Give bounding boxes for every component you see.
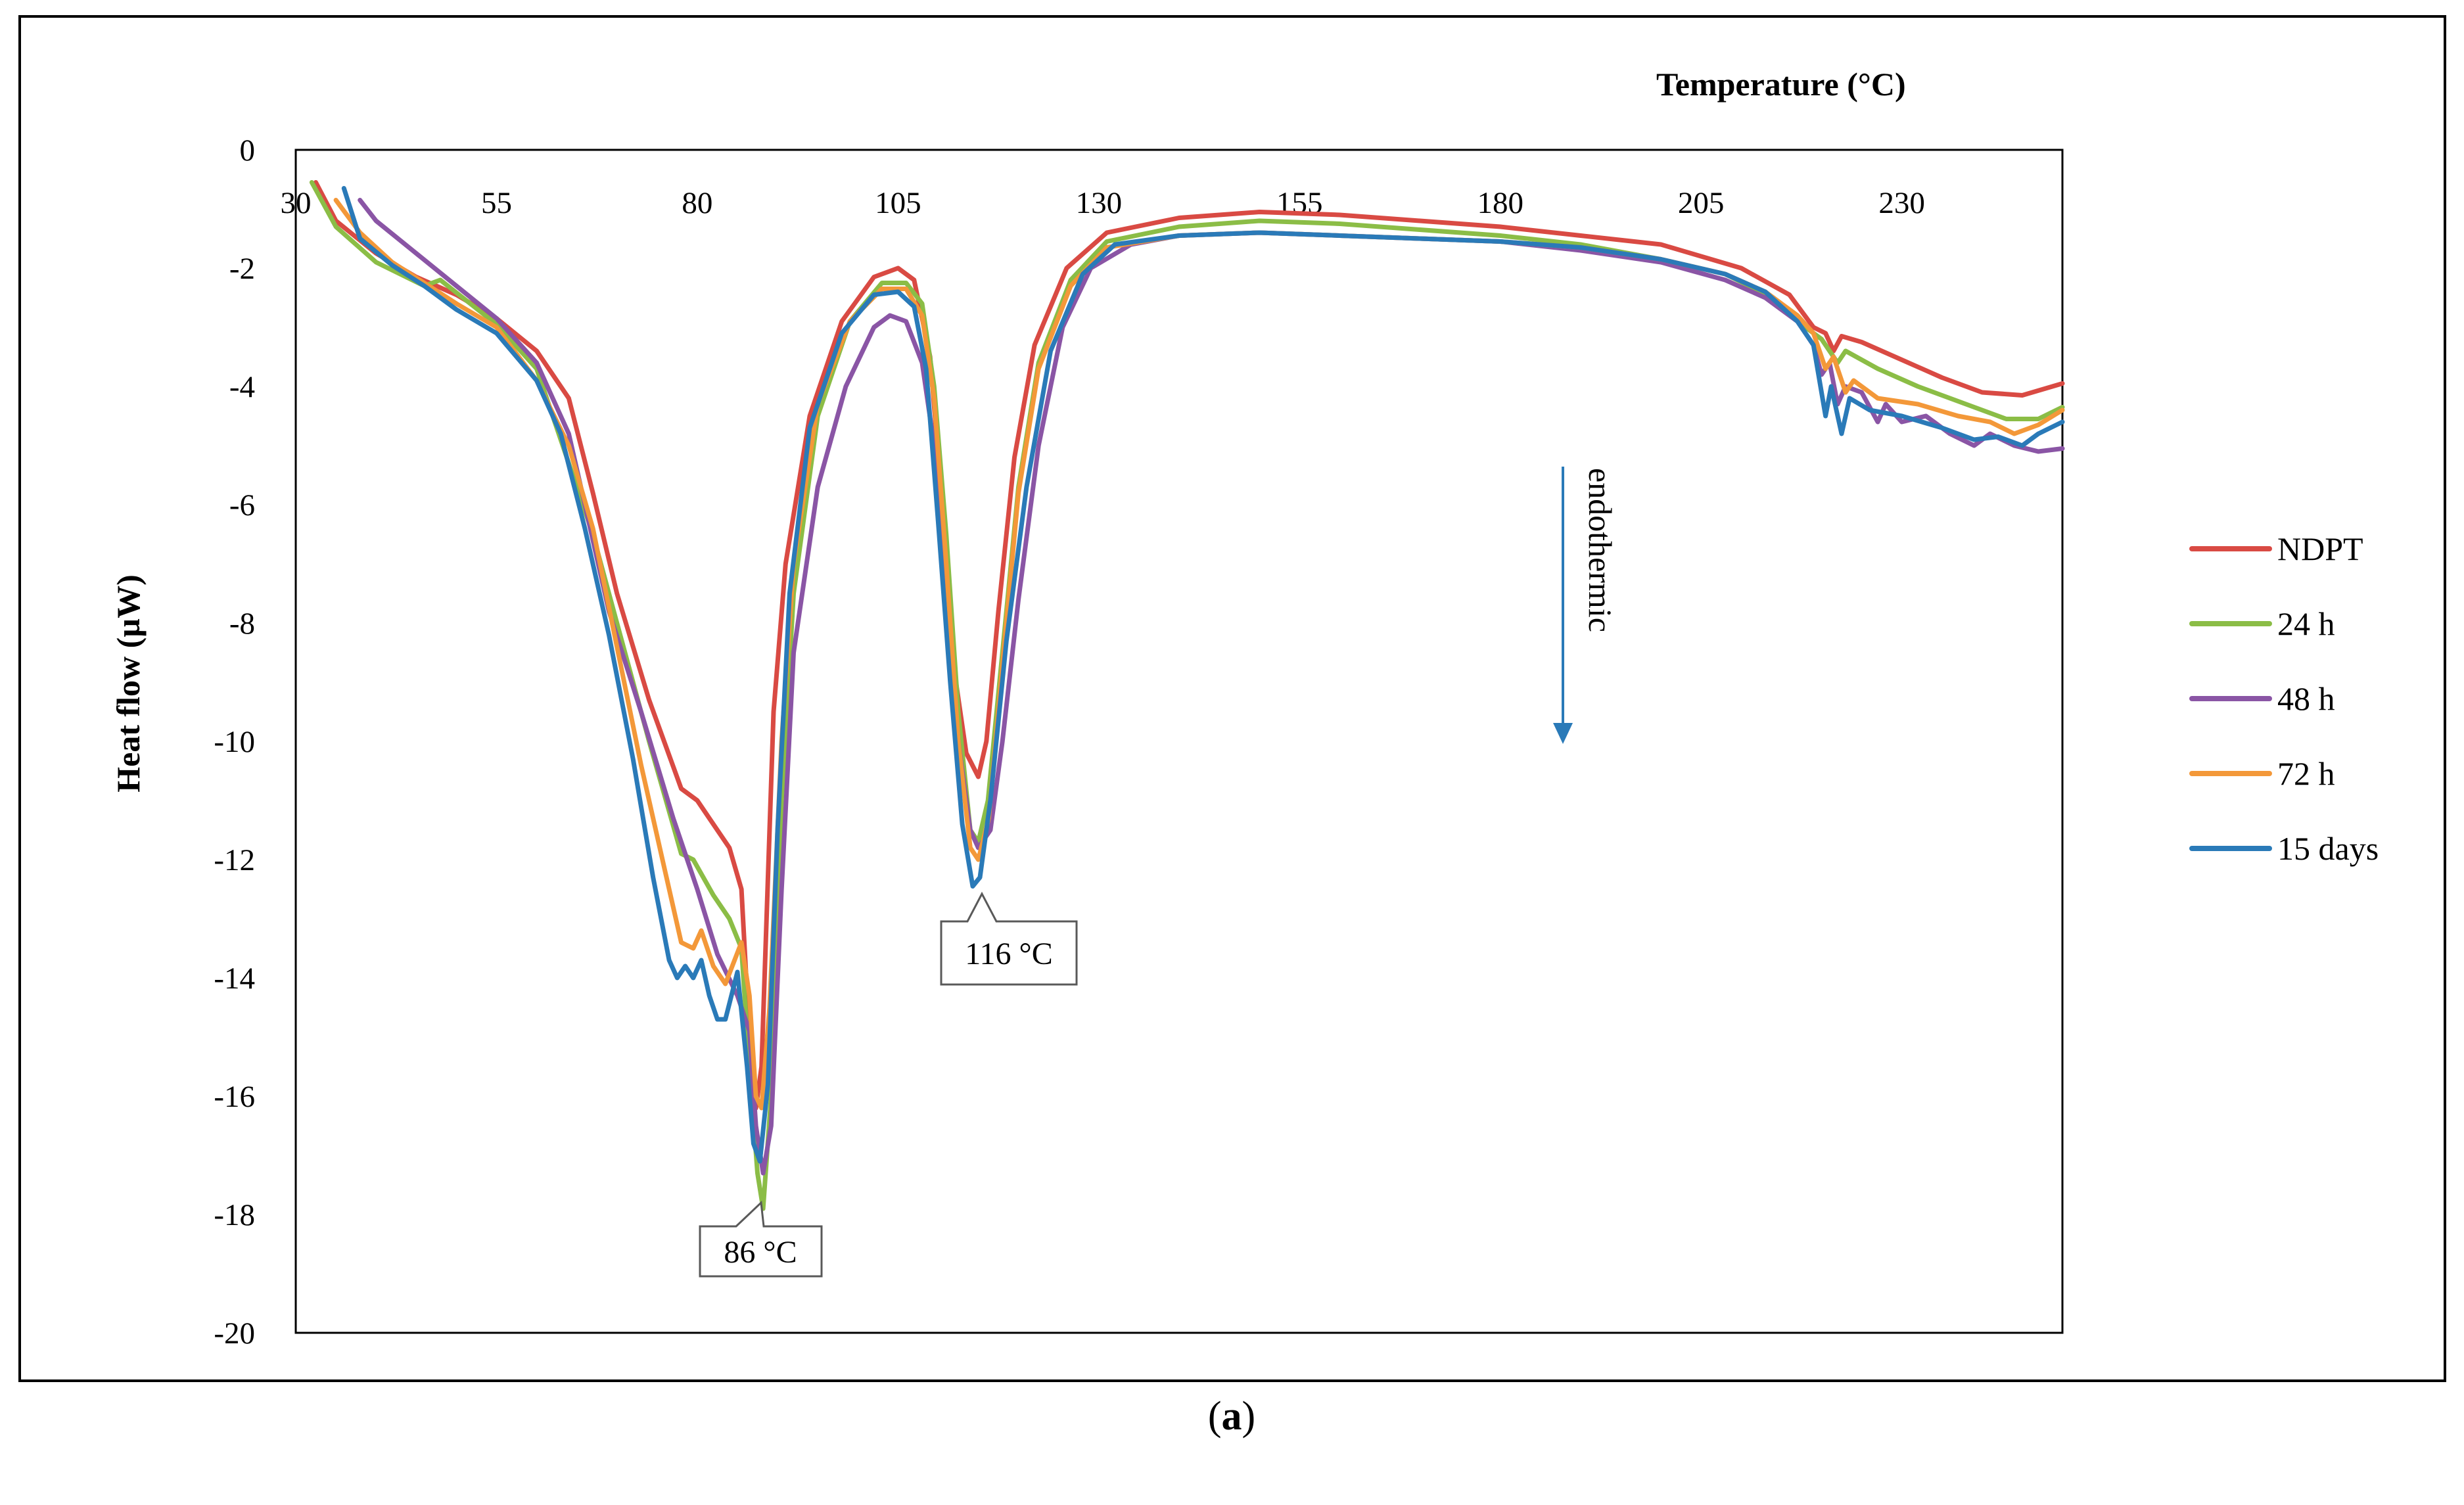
series-line-48-h [358, 198, 2065, 1176]
x-tick-label: 230 [1878, 186, 1925, 220]
y-tick-label: -10 [214, 725, 255, 759]
x-tick-label: 80 [682, 186, 712, 220]
legend-label: 15 days [2277, 830, 2379, 867]
y-axis-title: Heat flow (µW) [110, 574, 147, 793]
y-tick-label: -4 [229, 370, 255, 404]
y-tick-label: -8 [229, 607, 255, 641]
callout-116-text: 116 °C [965, 937, 1052, 971]
x-tick-label: 205 [1678, 186, 1725, 220]
callout-116: 116 °C [940, 891, 1078, 986]
y-tick-label: -6 [229, 488, 255, 522]
legend-label: 24 h [2277, 605, 2335, 642]
legend-label: NDPT [2277, 530, 2363, 567]
series-line-15-days [341, 186, 2065, 1164]
callout-86-text: 86 °C [724, 1235, 797, 1270]
y-tick-label: -2 [229, 252, 255, 286]
x-tick-labels: 30 55 80 105 130 155 180 205 230 [281, 186, 1925, 220]
legend: NDPT 24 h 48 h 72 h 15 days [2189, 530, 2379, 867]
legend-label: 48 h [2277, 680, 2335, 717]
figure-caption: (a) [1208, 1394, 1255, 1439]
plot-area [294, 149, 2064, 1334]
y-tick-label: 0 [240, 133, 256, 168]
series-line-72-h [333, 198, 2065, 1111]
y-tick-label: -14 [214, 961, 255, 996]
y-tick-label: -20 [214, 1316, 255, 1351]
series-layer [309, 180, 2065, 1211]
x-tick-label: 105 [875, 186, 921, 220]
legend-label: 72 h [2277, 755, 2335, 792]
y-tick-label: -16 [214, 1080, 255, 1114]
x-tick-label: 30 [281, 186, 312, 220]
x-tick-label: 180 [1477, 186, 1523, 220]
y-tick-label: -18 [214, 1198, 255, 1232]
y-tick-labels: 0 -2 -4 -6 -8 -10 -12 -14 -16 -18 -20 [214, 133, 255, 1351]
x-axis-title: Temperature (°C) [1656, 66, 1906, 103]
y-tick-label: -12 [214, 843, 255, 877]
endothermic-arrow-head [1553, 723, 1573, 744]
x-tick-label: 55 [481, 186, 512, 220]
endothermic-label: endothermic [1582, 468, 1619, 632]
callout-86: 86 °C [699, 1200, 823, 1278]
x-tick-label: 130 [1076, 186, 1123, 220]
